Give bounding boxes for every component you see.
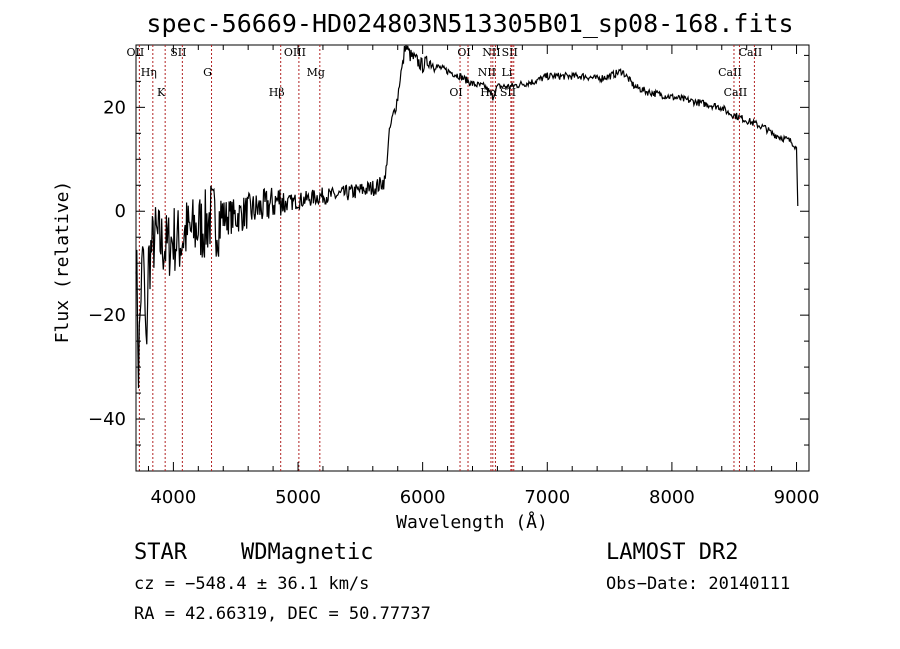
spectral-line-labels: OIIHηKSIIGHβOIIIMgOIOINIIHαNIILiSIISIICa… [127,46,763,99]
spectral-line-label: CaII [739,46,763,59]
y-tick-label: 20 [103,97,126,118]
x-tick-label: 4000 [150,487,196,508]
spectral-line-label: Li [501,66,512,79]
spectral-line-label: CaII [724,86,748,99]
y-axis-label: Flux (relative) [52,181,73,344]
spectral-line-label: NII [482,46,500,59]
spectral-line-label: SII [502,46,518,59]
plot-frame [135,44,810,472]
object-subclass: WDMagnetic [241,540,373,565]
y-tick-label: −40 [88,409,126,430]
spectral-line-label: SII [500,86,516,99]
x-tick-label: 7000 [524,487,570,508]
object-class: STAR [134,540,188,565]
x-tick-label: 8000 [649,487,695,508]
spectral-line-label: SII [170,46,186,59]
y-tick-label: 0 [115,201,126,222]
spectral-line-label: OIII [284,46,306,59]
coordinates-text: RA = 42.66319, DEC = 50.77737 [134,604,431,624]
x-tick-label: 5000 [275,487,321,508]
spectral-line-label: NII [478,66,496,79]
spectral-line-label: OII [127,46,145,59]
y-axis-ticks: −40 −20 0 20 [88,54,809,472]
spectral-line-label: OI [457,46,470,59]
chart-title: spec-56669-HD024803N513305B01_sp08-168.f… [146,9,793,38]
spectral-line-label: K [157,86,166,99]
spectral-line-label: OI [449,86,462,99]
spectral-line-markers [138,45,755,471]
spectrum-series-line [135,44,799,389]
survey-label: LAMOST DR2 [606,540,738,565]
spectral-line-label: Mg [307,66,325,79]
spectral-line-label: G [203,66,212,79]
x-axis-label: Wavelength (Å) [396,511,548,533]
x-axis-ticks: 4000 5000 6000 7000 8000 9000 [147,45,820,508]
spectral-line-label: Hη [141,66,157,79]
redshift-text: cz = −548.4 ± 36.1 km/s [134,574,369,594]
obs-date-text: Obs−Date: 20140111 [606,574,790,594]
y-tick-label: −20 [88,305,126,326]
x-tick-label: 9000 [774,487,820,508]
x-tick-label: 6000 [400,487,446,508]
spectral-line-label: CaII [718,66,742,79]
spectral-line-label: Hβ [269,86,285,99]
